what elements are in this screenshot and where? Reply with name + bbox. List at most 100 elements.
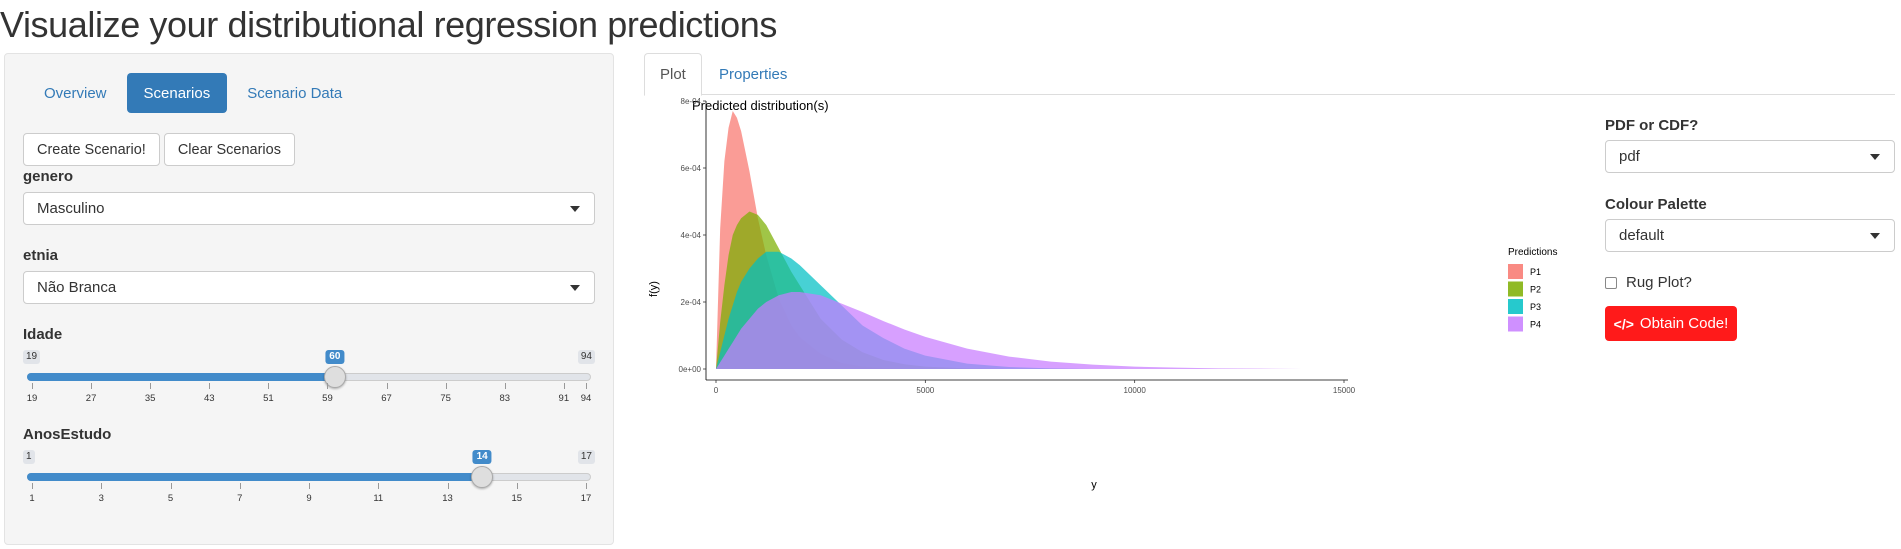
genero-value: Masculino (37, 200, 105, 217)
slider-tick (445, 383, 447, 389)
clear-scenarios-button[interactable]: Clear Scenarios (163, 133, 295, 166)
etnia-label: etnia (23, 247, 59, 264)
etnia-value: Não Branca (37, 279, 117, 296)
y-tick-label: 4e-04 (681, 231, 702, 240)
chevron-down-icon (570, 285, 580, 291)
slider-tick (32, 383, 33, 389)
y-tick-label: 6e-04 (681, 164, 702, 173)
pdf-cdf-label: PDF or CDF? (1605, 117, 1699, 134)
tab-overview[interactable]: Overview (44, 84, 107, 102)
slider-tick-label: 11 (373, 493, 384, 504)
slider-tick-label: 7 (237, 493, 243, 504)
slider-tick-label: 19 (26, 393, 38, 404)
chevron-down-icon (1870, 233, 1880, 239)
slider-tick-label: 15 (511, 493, 523, 504)
chart-axes: 0e+00 2e-04 4e-04 6e-04 8e-04 0 5000 10000 15000 (679, 97, 1356, 395)
main-tabs: Plot Properties (644, 53, 1895, 96)
slider-max-label: 17 (577, 450, 595, 464)
slider-ticks: 19 27 35 43 51 59 67 75 83 91 94 (23, 383, 595, 410)
slider-tick-label: 35 (144, 393, 156, 404)
slider-tick-label: 51 (263, 393, 274, 404)
obtain-code-label: Obtain Code! (1639, 315, 1729, 332)
slider-min-label: 19 (23, 350, 41, 364)
x-tick-label: 5000 (916, 386, 934, 395)
slider-value-label: 14 (472, 450, 492, 464)
slider-tick-label: 43 (203, 393, 215, 404)
idade-slider[interactable]: 19 94 60 19 27 35 43 51 59 67 75 83 91 94 (23, 350, 595, 410)
sidebar-tabs: Overview Scenarios Scenario Data (27, 73, 359, 113)
slider-ticks: 1 3 5 7 9 11 13 15 17 (23, 483, 595, 510)
tab-scenario-data[interactable]: Scenario Data (247, 84, 343, 102)
slider-max-label: 94 (577, 350, 595, 364)
chevron-down-icon (1870, 154, 1880, 160)
etnia-select[interactable]: Não Branca (23, 271, 595, 304)
legend-label-p2: P2 (1530, 285, 1541, 295)
anos-estudo-label: AnosEstudo (23, 426, 112, 443)
slider-tick-label: 91 (558, 393, 570, 404)
y-tick-label: 0e+00 (679, 365, 702, 374)
slider-tick (378, 483, 380, 489)
slider-tick (447, 483, 449, 489)
chevron-down-icon (570, 206, 580, 212)
obtain-code-button[interactable]: </> Obtain Code! (1605, 306, 1737, 341)
colour-palette-label: Colour Palette (1605, 196, 1707, 213)
slider-tick (170, 483, 172, 489)
x-tick-label: 0 (714, 386, 719, 395)
slider-tick (91, 383, 93, 389)
slider-tick (32, 483, 33, 489)
code-icon: </> (1613, 315, 1634, 332)
genero-label: genero (23, 168, 74, 185)
slider-tick-label: 83 (499, 393, 511, 404)
slider-bar (27, 473, 483, 481)
genero-select[interactable]: Masculino (23, 192, 595, 225)
tab-scenarios[interactable]: Scenarios (126, 73, 228, 113)
legend-swatch-p4 (1508, 316, 1523, 332)
slider-tick (586, 483, 587, 489)
rug-plot-checkbox[interactable] (1605, 276, 1617, 289)
slider-tick (209, 383, 211, 389)
tab-properties[interactable]: Properties (719, 65, 788, 83)
chart-legend: Predictions P1 P2 P3 P4 (1508, 247, 1557, 332)
slider-tick (268, 383, 270, 389)
legend-label-p3: P3 (1530, 302, 1541, 312)
slider-tick-label: 67 (381, 393, 392, 404)
slider-tick (327, 383, 329, 389)
tab-plot[interactable]: Plot (644, 53, 702, 96)
slider-tick (504, 383, 506, 389)
slider-tick-label: 75 (440, 393, 451, 404)
colour-palette-select[interactable]: default (1605, 219, 1895, 252)
slider-tick-label: 59 (322, 393, 333, 404)
slider-tick-label: 5 (167, 493, 174, 504)
y-axis-label: f(y) (648, 281, 660, 297)
scenario-buttons: Create Scenario! Clear Scenarios (23, 133, 295, 166)
pdf-cdf-select[interactable]: pdf (1605, 140, 1895, 173)
slider-tick-label: 9 (306, 493, 312, 504)
idade-label: Idade (23, 326, 63, 343)
slider-tick (563, 383, 565, 389)
slider-tick (239, 483, 241, 489)
slider-tick (386, 383, 388, 389)
slider-tick (586, 383, 587, 389)
rug-plot-option[interactable]: Rug Plot? (1605, 274, 1692, 291)
chart-areas (716, 111, 1324, 370)
slider-tick-label: 1 (29, 493, 35, 504)
slider-tick (309, 483, 310, 489)
slider-tick-label: 3 (98, 493, 104, 504)
slider-handle[interactable] (471, 466, 494, 488)
slider-value-label: 60 (325, 350, 345, 364)
legend-label-p4: P4 (1530, 320, 1541, 330)
y-tick-label: 8e-04 (681, 97, 702, 106)
x-tick-label: 15000 (1333, 386, 1356, 395)
pdf-cdf-value: pdf (1619, 148, 1640, 165)
legend-swatch-p2 (1508, 281, 1523, 297)
x-axis-label: y (1091, 479, 1097, 491)
series-area-p4 (716, 291, 1324, 369)
slider-handle[interactable] (323, 366, 346, 388)
anos-estudo-slider[interactable]: 1 17 14 1 3 5 7 9 11 13 15 17 (23, 450, 595, 510)
slider-tick-label: 27 (85, 393, 97, 404)
create-scenario-button[interactable]: Create Scenario! (23, 133, 160, 166)
slider-bar (27, 373, 335, 381)
slider-tick-label: 13 (442, 493, 453, 504)
y-tick-label: 2e-04 (681, 298, 702, 307)
legend-swatch-p3 (1508, 299, 1523, 314)
